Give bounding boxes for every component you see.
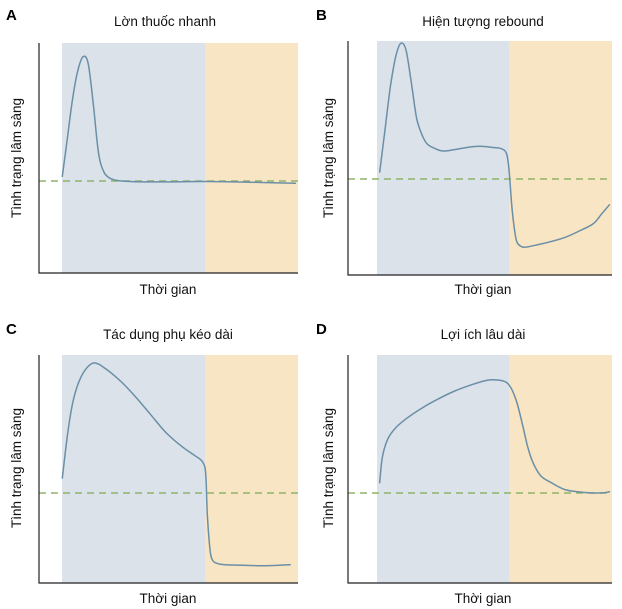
panel-letter: C <box>6 321 17 338</box>
axes <box>38 43 298 274</box>
after-treatment-band <box>205 355 298 583</box>
x-axis-label: Thời gian <box>140 591 197 606</box>
clinical-status-curve <box>61 55 297 185</box>
treatment-band <box>377 355 509 583</box>
treatment-band <box>62 43 205 273</box>
x-axis-label: Thời gian <box>455 282 512 297</box>
treatment-band <box>377 41 509 275</box>
axes <box>347 41 612 276</box>
y-axis-label: Tình trạng lâm sàng <box>9 98 24 218</box>
axes <box>38 355 298 584</box>
treatment-band <box>62 355 205 583</box>
panel-letter: B <box>316 7 327 24</box>
panel-title: Tác dụng phụ kéo dài <box>103 327 233 342</box>
panel-a: A Lờn thuốc nhanh Thời gian Tình trạng l… <box>6 7 298 297</box>
y-axis-label: Tình trạng lâm sàng <box>321 408 336 528</box>
panel-title: Hiện tượng rebound <box>422 14 543 29</box>
panel-letter: A <box>6 7 17 24</box>
after-treatment-band <box>509 355 612 583</box>
panel-d: D Lợi ích lâu dài Thời gian Tình trạng l… <box>316 321 612 606</box>
axes <box>347 355 612 584</box>
after-treatment-band <box>509 41 612 275</box>
clinical-status-curve <box>378 378 611 494</box>
panel-c: C Tác dụng phụ kéo dài Thời gian Tình tr… <box>6 321 298 606</box>
panel-title: Lợi ích lâu dài <box>441 327 526 342</box>
clinical-status-curve <box>61 362 291 567</box>
panel-b: B Hiện tượng rebound Thời gian Tình trạn… <box>316 7 612 297</box>
x-axis-label: Thời gian <box>140 282 197 297</box>
x-axis-label: Thời gian <box>455 591 512 606</box>
after-treatment-band <box>205 43 298 273</box>
panel-title: Lờn thuốc nhanh <box>114 14 216 29</box>
y-axis-label: Tình trạng lâm sàng <box>9 408 24 528</box>
clinical-status-curve <box>378 42 611 249</box>
y-axis-label: Tình trạng lâm sàng <box>321 98 336 218</box>
panel-letter: D <box>316 321 327 338</box>
